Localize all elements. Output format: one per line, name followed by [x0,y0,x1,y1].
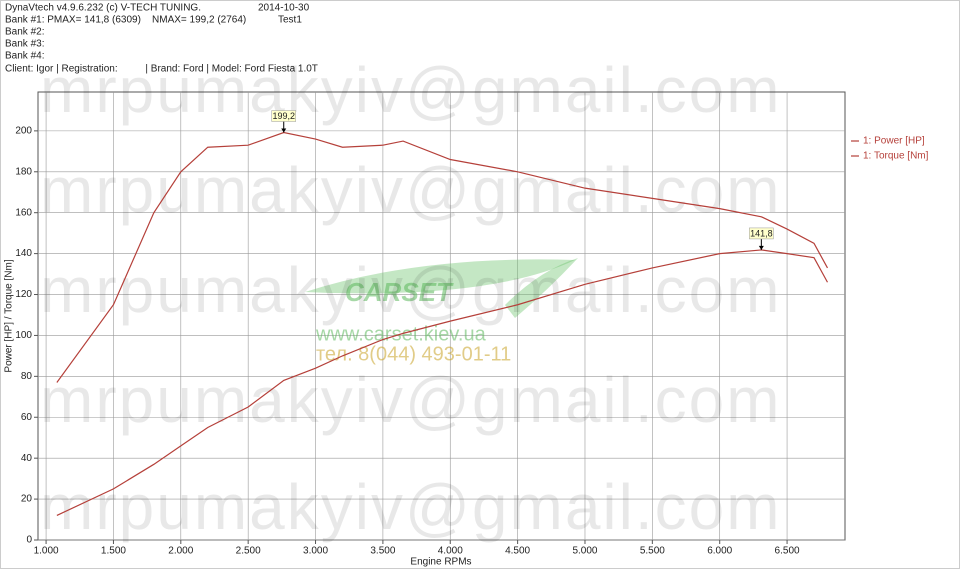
bank3: Bank #3: [5,39,44,50]
peak-label-box [271,110,296,122]
watermark: mrpumakyiv@gmail.com [40,54,782,126]
y-tick-label: 60 [21,412,33,423]
peak-arrow [281,128,287,133]
logo-phone: тел. 8(044) 493-01-11 [316,343,511,365]
x-tick-label: 5.000 [572,546,597,557]
y-tick-label: 140 [15,248,32,259]
series-line [56,249,829,516]
y-tick-label: 160 [15,207,32,218]
bank2: Bank #2: [5,27,44,38]
logo-text: CARSET [345,277,454,307]
y-tick-label: 20 [21,494,33,505]
y-tick-label: 100 [15,330,32,341]
watermark: mrpumakyiv@gmail.com [40,364,782,436]
y-axis-label: Power [HP] / Torque [Nm] [4,259,15,372]
y-tick-label: 40 [21,453,33,464]
date: 2014-10-30 [258,3,310,14]
plot-area [37,91,846,541]
y-tick-label: 120 [15,289,32,300]
x-tick-label: 3.000 [303,546,328,557]
series-line [56,131,829,383]
x-tick-label: 2.500 [236,546,261,557]
x-tick-label: 2.000 [168,546,193,557]
legend-label: 1: Torque [Nm] [863,151,929,162]
watermark: mrpumakyiv@gmail.com [40,154,782,226]
x-tick-label: 4.500 [505,546,530,557]
peak-label-box [749,227,774,240]
logo-swoosh [305,259,575,294]
watermark: mrpumakyiv@gmail.com [40,254,782,326]
x-axis-label: Engine RPMs [410,557,471,568]
test: Test1 [278,15,302,26]
y-tick-label: 0 [26,535,32,546]
x-tick-label: 5.500 [640,546,665,557]
x-tick-label: 1.500 [101,546,126,557]
y-tick-label: 80 [21,371,33,382]
x-tick-label: 6.500 [775,546,800,557]
bank1: Bank #1: PMAX= 141,8 (6309) NMAX= 199,2 … [5,15,246,26]
peak-label: 141,8 [750,228,773,238]
client: Client: Igor | Registration: | Brand: Fo… [5,64,318,75]
y-tick-label: 180 [15,166,32,177]
peak-label: 199,2 [272,111,295,121]
watermark: mrpumakyiv@gmail.com [40,471,782,543]
x-tick-label: 1.000 [34,546,59,557]
peak-arrow [758,245,764,250]
bank4: Bank #4: [5,51,44,62]
x-tick-label: 4.000 [438,546,463,557]
software: DynaVtech v4.9.6.232 (c) V-TECH TUNING. [5,3,201,14]
x-tick-label: 3.500 [370,546,395,557]
x-tick-label: 6.000 [707,546,732,557]
y-tick-label: 200 [15,126,32,137]
legend-label: 1: Power [HP] [863,136,925,147]
